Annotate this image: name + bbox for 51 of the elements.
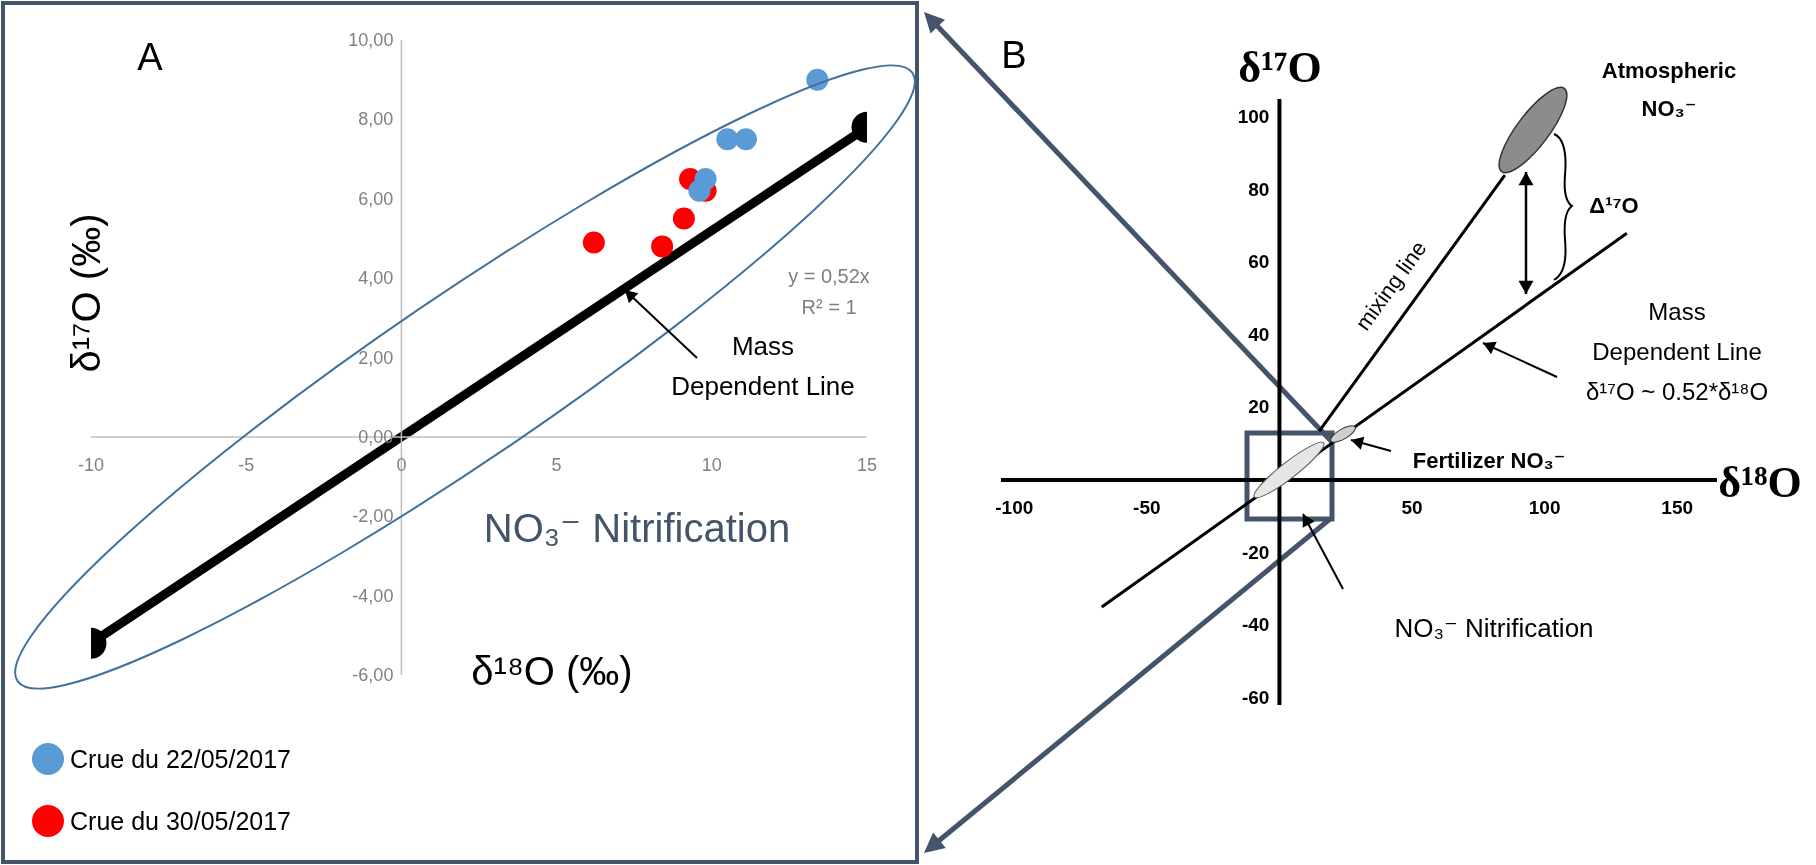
y-tick-label: 4,00: [358, 268, 394, 289]
point: [672, 207, 695, 230]
chart-title: A: [137, 36, 164, 78]
y-tick-label: 0,00: [358, 426, 394, 447]
y-tick-label: 8,00: [358, 109, 394, 130]
x-tick-label: 15: [856, 454, 878, 475]
point: [582, 231, 605, 254]
y-tick-label: 40: [1248, 323, 1270, 345]
annotation: δ¹⁷O ~ 0.52*δ¹⁸O: [1585, 378, 1769, 405]
x-tick-label: 0: [396, 454, 407, 475]
y-tick-label: 2,00: [358, 347, 394, 368]
y-tick-label: 6,00: [358, 188, 394, 209]
y-tick-label: 80: [1248, 178, 1270, 200]
legend-label: Crue du 22/05/2017: [70, 744, 292, 774]
annotation: NO₃⁻ Nitrification: [1394, 613, 1594, 643]
y-tick-label: 20: [1248, 396, 1270, 418]
y-tick-label: -6,00: [352, 665, 394, 685]
annotation: y = 0,52x: [788, 265, 870, 287]
annotation: Mass Dependent Line: [671, 331, 855, 401]
y-tick-label: -2,00: [352, 506, 394, 527]
y-tick-label: -4,00: [352, 585, 394, 606]
x-tick-label: -5: [238, 454, 255, 475]
x-tick-label: 100: [1528, 497, 1561, 519]
x-tick-label: -100: [995, 497, 1034, 519]
x-tick-label: -50: [1133, 497, 1161, 519]
point: [688, 179, 711, 202]
x-tick-label: 10: [701, 454, 722, 475]
point: [651, 235, 674, 258]
x-axis-title: δ¹⁸O (‰): [471, 649, 633, 693]
annotation: R² = 1: [801, 296, 857, 318]
x-axis-title: δ¹⁸O: [1718, 458, 1802, 507]
point: [716, 128, 739, 151]
x-tick-label: -10: [77, 454, 105, 475]
chart-title: B: [1001, 34, 1027, 76]
y-tick-label: -60: [1241, 686, 1270, 708]
annotation: Δ¹⁷O: [1589, 193, 1639, 218]
annotation: Atmospheric NO₃⁻: [1601, 58, 1737, 121]
y-tick-label: 100: [1237, 106, 1270, 128]
x-tick-label: 50: [1401, 497, 1423, 519]
x-tick-label: 5: [551, 454, 562, 475]
point: [734, 128, 757, 151]
y-tick-label: -20: [1241, 541, 1270, 563]
y-tick-label: -40: [1241, 614, 1270, 636]
annotation: Fertilizer NO₃⁻: [1412, 448, 1566, 473]
y-axis-title: δ¹⁷O: [1238, 43, 1322, 92]
x-tick-label: 150: [1661, 497, 1694, 519]
y-axis-title: δ¹⁷O (‰): [64, 213, 108, 373]
legend-label: Crue du 30/05/2017: [70, 806, 292, 836]
annotation: NO₃⁻ Nitrification: [483, 506, 791, 550]
y-tick-label: 60: [1248, 251, 1270, 273]
y-tick-label: 10,00: [348, 30, 394, 50]
